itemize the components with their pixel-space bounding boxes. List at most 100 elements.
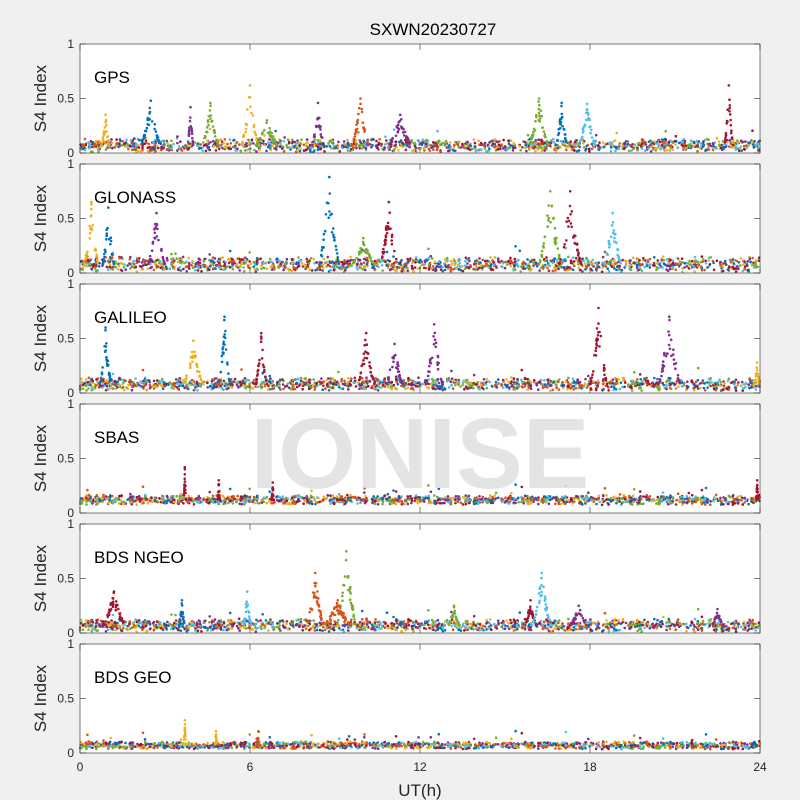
data-point (513, 387, 517, 391)
data-point (573, 143, 577, 146)
data-point (575, 139, 578, 142)
data-point (707, 148, 711, 151)
data-point (329, 381, 333, 384)
data-point (539, 109, 543, 112)
data-point (516, 264, 520, 268)
data-point (252, 260, 255, 264)
data-point (611, 221, 615, 224)
data-point (756, 265, 760, 269)
data-point (569, 213, 572, 216)
data-point (592, 146, 595, 149)
data-point (176, 141, 179, 145)
data-point (172, 261, 175, 264)
data-point (245, 142, 248, 145)
data-point (542, 242, 546, 245)
data-point (659, 147, 662, 151)
data-point (450, 369, 453, 373)
data-point (546, 378, 549, 382)
data-point (658, 140, 662, 144)
data-point (667, 262, 671, 265)
data-point (584, 264, 588, 268)
data-point (566, 385, 569, 388)
data-point (724, 136, 727, 139)
data-point (683, 381, 686, 385)
data-point (581, 270, 584, 273)
data-point (538, 269, 541, 272)
data-point (307, 261, 311, 265)
data-point (547, 219, 550, 222)
data-point (409, 378, 413, 382)
data-point (300, 262, 304, 265)
data-point (503, 266, 507, 270)
data-point (677, 385, 680, 389)
data-point (318, 268, 322, 272)
data-point (346, 149, 350, 152)
data-point (390, 384, 393, 388)
data-point (90, 207, 93, 211)
data-point (242, 135, 245, 139)
data-point (472, 138, 476, 141)
data-point (82, 383, 85, 386)
data-point (693, 255, 697, 259)
data-point (485, 381, 488, 384)
data-point (459, 265, 462, 269)
data-point (212, 145, 216, 148)
data-point (387, 200, 391, 204)
data-point (303, 263, 307, 267)
data-point (418, 258, 422, 262)
data-point (685, 146, 688, 150)
data-point (397, 266, 401, 269)
data-point (598, 141, 601, 144)
data-point (673, 140, 677, 143)
data-point (590, 136, 594, 139)
data-point (671, 265, 675, 269)
data-point (455, 266, 458, 270)
data-point (432, 148, 435, 151)
data-point (227, 261, 231, 265)
data-point (87, 141, 90, 145)
data-point (96, 258, 99, 262)
data-point (541, 126, 544, 129)
data-point (656, 146, 659, 150)
data-point (288, 386, 291, 390)
data-point (462, 146, 465, 149)
data-point (140, 385, 143, 388)
data-point (646, 382, 649, 385)
data-point (750, 139, 753, 142)
data-point (572, 260, 576, 263)
data-point (581, 130, 585, 134)
data-point (322, 266, 325, 269)
data-point (268, 138, 271, 141)
data-point (91, 224, 95, 227)
data-point (90, 267, 93, 271)
data-point (647, 147, 650, 151)
data-point (584, 147, 588, 151)
data-point (386, 145, 390, 149)
data-point (285, 257, 289, 261)
data-point (184, 385, 188, 389)
data-point (398, 113, 402, 117)
data-point (606, 267, 609, 271)
data-point (497, 145, 501, 148)
data-point (133, 137, 136, 140)
data-point (333, 238, 336, 242)
data-point (153, 145, 156, 148)
data-point (619, 381, 623, 385)
data-point (741, 269, 745, 273)
data-point (623, 381, 627, 384)
data-point (757, 140, 760, 143)
data-point (577, 263, 580, 266)
data-point (155, 223, 159, 227)
data-point (308, 259, 311, 263)
data-point (132, 262, 136, 266)
data-point (566, 216, 570, 220)
data-point (242, 383, 245, 387)
data-point (561, 381, 564, 385)
data-point (95, 378, 98, 381)
data-point (642, 257, 645, 260)
data-point (610, 223, 614, 227)
data-point (618, 387, 622, 391)
data-point (172, 142, 175, 146)
data-point (556, 247, 560, 250)
